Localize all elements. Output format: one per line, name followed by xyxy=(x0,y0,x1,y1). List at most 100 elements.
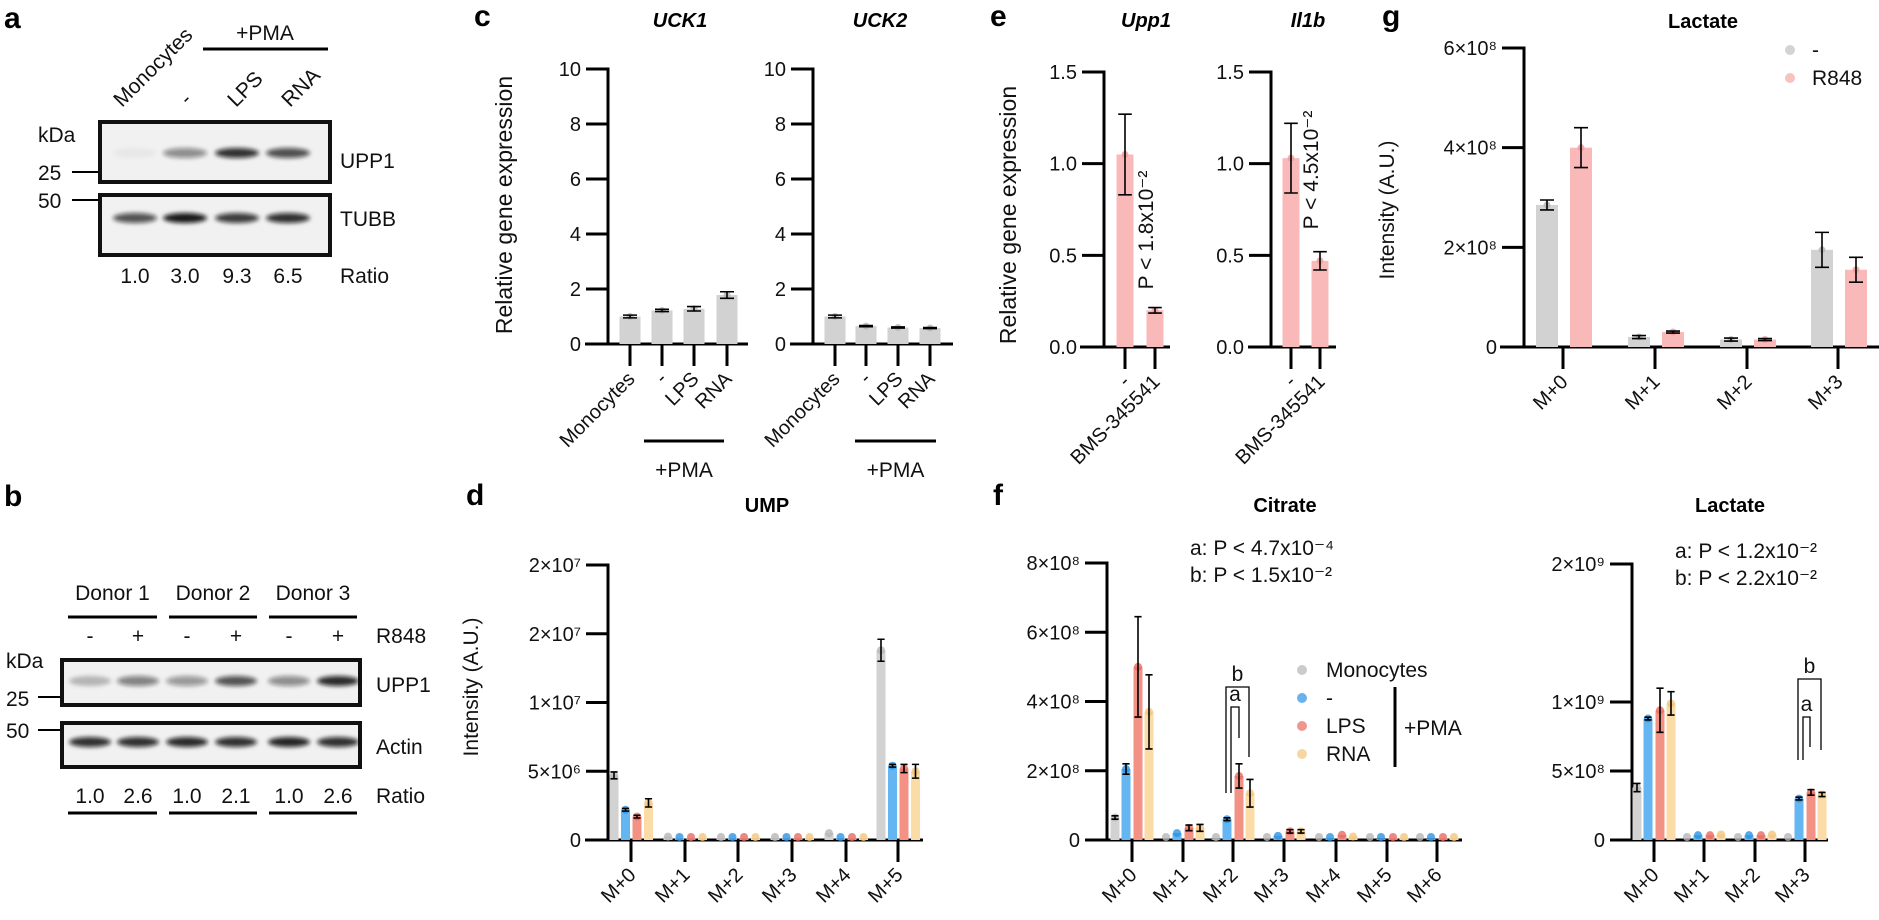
y-tick-label: 0 xyxy=(570,334,581,356)
marker-50-label-b: 50 xyxy=(6,720,29,743)
data-point xyxy=(728,833,737,841)
error-bar xyxy=(877,638,885,663)
protein-band xyxy=(113,213,157,223)
panel-letter-a: a xyxy=(4,2,21,35)
pma-group-label: +PMA xyxy=(236,22,294,45)
error-bar xyxy=(1223,817,1231,822)
panel-letter-c: c xyxy=(474,0,491,33)
bar-value-LPS xyxy=(683,308,705,344)
panel-letter-f: f xyxy=(993,479,1004,512)
bar-Monocytes-M+0 xyxy=(609,775,619,840)
pma-group-label: +PMA xyxy=(655,459,713,482)
protein-band xyxy=(69,676,111,686)
data-point xyxy=(1162,833,1170,841)
legend-marker xyxy=(1297,665,1307,675)
x-tick-label: M+2 xyxy=(1713,371,1756,414)
data-point xyxy=(825,829,833,838)
bar-R848-M+0 xyxy=(1570,147,1592,347)
legend-label: - xyxy=(1812,39,1819,62)
bar---M+0 xyxy=(1121,769,1131,840)
error-bar xyxy=(1807,788,1815,796)
legend-label: - xyxy=(1326,687,1333,710)
error-bar xyxy=(1540,199,1554,211)
lane-label-lps: LPS xyxy=(223,67,267,111)
data-point xyxy=(1768,830,1776,839)
ratio-label-b: Ratio xyxy=(376,785,425,808)
ratio-value: 9.3 xyxy=(222,265,251,288)
pma-group-label: +PMA xyxy=(867,459,925,482)
y-tick-label: 8 xyxy=(570,114,581,136)
y-tick-label: 1×10⁷ xyxy=(529,693,581,715)
x-tick-label: M+3 xyxy=(1771,864,1814,907)
row-label-actin: Actin xyxy=(376,736,423,759)
protein-band xyxy=(166,737,208,747)
bar-value-BMS-345541 xyxy=(1146,310,1164,347)
legend-marker xyxy=(1297,693,1307,703)
error-bar xyxy=(888,763,897,768)
actin-membrane xyxy=(60,721,362,769)
donor-label: Donor 2 xyxy=(176,582,251,605)
data-point xyxy=(1757,831,1765,840)
legend-label: LPS xyxy=(1326,715,1366,738)
y-tick-label: 4 xyxy=(775,224,786,246)
bar-RNA-M+3 xyxy=(1817,794,1827,840)
bar-LPS-M+5 xyxy=(899,768,909,840)
data-point xyxy=(1427,833,1435,841)
y-tick-label: 4 xyxy=(570,224,581,246)
bar-value-- xyxy=(651,310,673,344)
error-bar xyxy=(1633,782,1641,793)
bracket-label: b xyxy=(1804,655,1816,678)
error-bar xyxy=(1667,690,1675,716)
error-bar xyxy=(1196,823,1204,833)
protein-band xyxy=(215,213,259,223)
bar---M+0 xyxy=(621,809,630,840)
error-bar xyxy=(1286,828,1294,834)
chart-title: Lactate xyxy=(1695,495,1765,517)
error-bar xyxy=(1644,716,1652,721)
bar-Monocytes-M+0 xyxy=(1632,787,1642,840)
legend-marker xyxy=(1785,45,1795,55)
error-bar xyxy=(1122,763,1130,776)
y-tick-label: 2×10⁹ xyxy=(1551,554,1605,576)
x-tick-label: M+1 xyxy=(1149,864,1192,907)
blot-a-membranes xyxy=(98,120,332,257)
data-point xyxy=(1734,833,1742,841)
error-bar xyxy=(1118,113,1132,196)
kda-label: kDa xyxy=(38,124,76,147)
y-axis-label: Intensity (A.U.) xyxy=(1376,141,1399,280)
bar-LPS-M+3 xyxy=(1806,792,1816,840)
error-bar xyxy=(1235,763,1243,789)
x-tick-label: M+4 xyxy=(812,864,855,907)
y-tick-label: 0 xyxy=(1069,830,1080,852)
x-tick-label: M+2 xyxy=(1199,864,1242,907)
bar---M+3 xyxy=(1811,249,1833,347)
chart-f1: Citrate 0 2×10⁸ 4×10⁸ 6×10⁸ 8×10⁸ M+0 M+1 M+2 M+3… xyxy=(1027,495,1462,907)
x-tick-label: M+0 xyxy=(1529,371,1572,414)
bracket-label: a xyxy=(1801,693,1813,716)
error-bar xyxy=(1818,791,1826,798)
bar---M+3 xyxy=(1794,798,1804,840)
ratio-value: 2.6 xyxy=(123,785,152,808)
protein-band xyxy=(117,676,159,686)
ratio-value: 1.0 xyxy=(120,265,149,288)
protein-band xyxy=(317,676,359,686)
significance-bracket xyxy=(1225,686,1250,793)
x-tick-label: M+5 xyxy=(864,864,907,907)
bar-value-RNA xyxy=(919,328,941,344)
significance-bracket xyxy=(1802,716,1811,760)
data-point xyxy=(848,833,856,841)
lane-label-unstimulated: - xyxy=(175,88,196,109)
x-tick-label: M+0 xyxy=(1098,864,1141,907)
ratio-value: 2.6 xyxy=(323,785,352,808)
protein-band xyxy=(215,737,257,747)
treatment-sign: - xyxy=(87,625,94,648)
treatment-sign: - xyxy=(286,625,293,648)
data-point xyxy=(717,833,725,841)
bar-value-- xyxy=(1282,158,1300,347)
treatment-sign: + xyxy=(230,625,242,648)
data-point xyxy=(751,833,760,841)
bar-RNA-M+0 xyxy=(644,802,653,840)
